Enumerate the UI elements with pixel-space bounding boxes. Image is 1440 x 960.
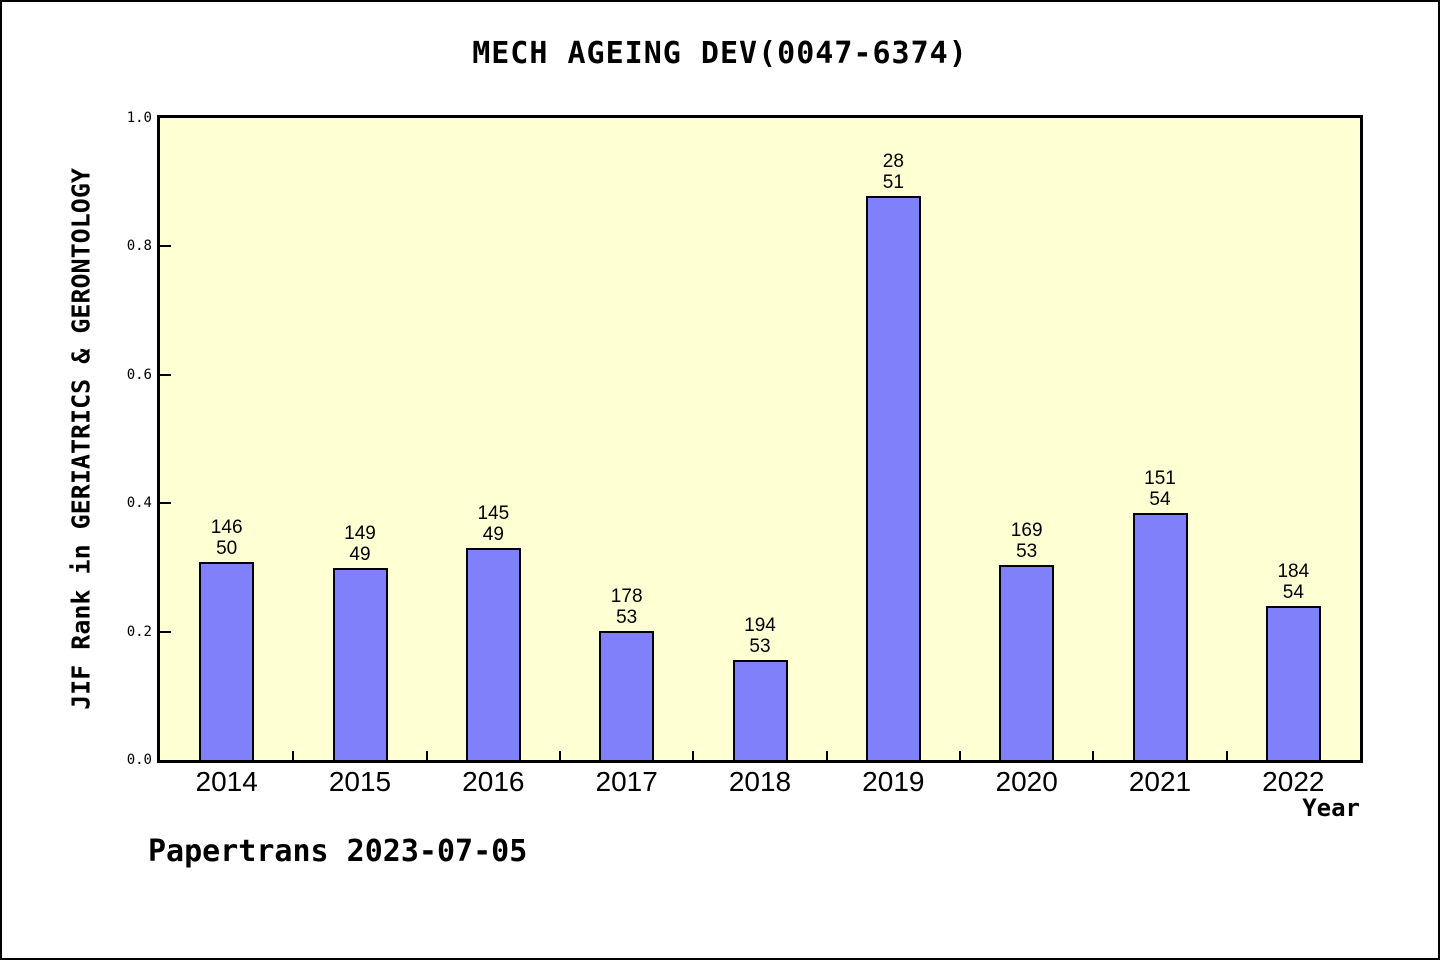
x-tick-mark — [559, 751, 561, 760]
x-tick-label-2021: 2021 — [1128, 766, 1192, 797]
x-tick-label-2016: 2016 — [462, 766, 525, 797]
x-axis-title: Year — [1302, 794, 1360, 822]
bar-label-rank: 178 — [610, 586, 643, 607]
bar-2019 — [866, 196, 921, 760]
bar-label-2021: 151 54 — [1144, 468, 1176, 510]
chart-title: MECH AGEING DEV(0047-6374) — [472, 36, 968, 71]
y-tick-label: 0.6 — [126, 367, 152, 383]
x-tick-mark — [292, 751, 294, 760]
bar-label-total: 50 — [216, 538, 238, 559]
bar-2015 — [333, 568, 388, 760]
bar-2014 — [199, 562, 254, 760]
bar-label-total: 53 — [1016, 541, 1038, 562]
bar-label-rank: 169 — [1010, 520, 1043, 541]
x-tick-label-2020: 2020 — [995, 766, 1058, 797]
bar-2020 — [999, 565, 1054, 760]
bar-2018 — [733, 660, 788, 760]
x-tick-label-2019: 2019 — [862, 766, 925, 797]
papertrans-watermark: Papertrans 2023-07-05 — [148, 834, 528, 869]
x-tick-mark — [692, 751, 694, 760]
bar-label-total: 49 — [349, 544, 371, 565]
bar-label-rank: 151 — [1144, 468, 1176, 489]
bar-label-2016: 145 49 — [477, 503, 509, 545]
x-tick-mark — [826, 751, 828, 760]
x-tick-mark — [959, 751, 961, 760]
bar-2022 — [1266, 606, 1321, 760]
bar-2016 — [466, 548, 521, 760]
y-tick-label: 0.8 — [126, 238, 152, 254]
bar-2021 — [1133, 513, 1188, 760]
y-tick-label: 0.2 — [126, 624, 152, 640]
bar-label-rank: 28 — [882, 151, 904, 172]
x-tick-label-2014: 2014 — [195, 766, 258, 797]
y-tick-label: 0.0 — [126, 752, 152, 768]
bar-label-total: 54 — [1282, 582, 1304, 603]
x-tick-mark — [426, 751, 428, 760]
bar-label-2020: 169 53 — [1011, 520, 1043, 562]
bar-label-total: 53 — [616, 607, 638, 628]
bar-label-2019: 28 51 — [883, 151, 904, 193]
y-tick-mark — [160, 374, 171, 376]
bar-label-total: 51 — [882, 172, 904, 193]
bar-label-2018: 194 53 — [744, 615, 776, 657]
y-tick-label: 0.4 — [126, 495, 152, 511]
bar-label-2015: 149 49 — [344, 523, 376, 565]
bar-label-rank: 146 — [210, 517, 243, 538]
x-tick-label-2017: 2017 — [595, 766, 658, 797]
x-tick-label-2022: 2022 — [1262, 766, 1325, 797]
bar-2017 — [599, 631, 654, 760]
y-tick-mark — [160, 245, 171, 247]
bar-label-total: 54 — [1149, 489, 1171, 510]
bar-label-total: 49 — [482, 524, 504, 545]
bar-label-rank: 145 — [477, 503, 510, 524]
bar-label-2014: 146 50 — [211, 517, 243, 559]
x-tick-label-2018: 2018 — [728, 766, 792, 797]
x-tick-mark — [1092, 751, 1094, 760]
y-tick-mark — [160, 502, 171, 504]
bar-label-total: 53 — [749, 636, 771, 657]
y-tick-mark — [160, 631, 171, 633]
x-tick-label-2015: 2015 — [328, 766, 392, 797]
x-tick-mark — [1226, 751, 1228, 760]
bar-label-rank: 149 — [344, 523, 376, 544]
bar-label-2017: 178 53 — [611, 586, 643, 628]
bar-label-rank: 184 — [1277, 561, 1310, 582]
y-tick-label: 1.0 — [126, 110, 152, 126]
bar-label-rank: 194 — [744, 615, 776, 636]
plot-area: 146 50 149 49 145 49 178 53 194 53 28 51 169 53 151 54 1… — [157, 115, 1363, 763]
bar-label-2022: 184 54 — [1277, 561, 1309, 603]
